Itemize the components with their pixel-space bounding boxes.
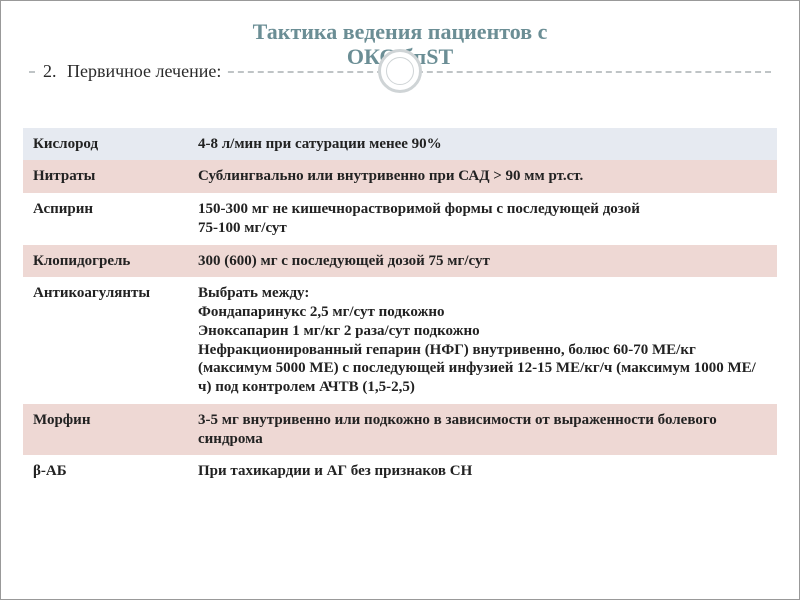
drug-dose-cell: Выбрать между:Фондапаринукс 2,5 мг/сут п…	[188, 277, 777, 404]
table-row: β-АБПри тахикардии и АГ без признаков СН	[23, 455, 777, 488]
section-subtitle: 2. Первичное лечение:	[39, 61, 225, 82]
subtitle-text: Первичное лечение:	[67, 61, 221, 81]
drug-dose-cell: 4-8 л/мин при сатурации менее 90%	[188, 128, 777, 161]
drug-name-cell: Антикоагулянты	[23, 277, 188, 404]
drug-dose-cell: 3-5 мг внутривенно или подкожно в зависи…	[188, 404, 777, 456]
table-row: Морфин3-5 мг внутривенно или подкожно в …	[23, 404, 777, 456]
drug-dose-cell: При тахикардии и АГ без признаков СН	[188, 455, 777, 488]
drug-dose-cell: 300 (600) мг с последующей дозой 75 мг/с…	[188, 245, 777, 278]
table-row: Клопидогрель300 (600) мг с последующей д…	[23, 245, 777, 278]
circle-ornament-icon	[378, 49, 422, 93]
drug-name-cell: Кислород	[23, 128, 188, 161]
drug-dose-cell: Сублингвально или внутривенно при САД > …	[188, 160, 777, 193]
drug-name-cell: β-АБ	[23, 455, 188, 488]
table-row: АнтикоагулянтыВыбрать между:Фондапаринук…	[23, 277, 777, 404]
drug-name-cell: Клопидогрель	[23, 245, 188, 278]
treatment-table: Кислород4-8 л/мин при сатурации менее 90…	[23, 128, 777, 489]
drug-name-cell: Аспирин	[23, 193, 188, 245]
drug-name-cell: Нитраты	[23, 160, 188, 193]
drug-dose-cell: 150-300 мг не кишечнорастворимой формы с…	[188, 193, 777, 245]
table-row: Кислород4-8 л/мин при сатурации менее 90…	[23, 128, 777, 161]
table-row: НитратыСублингвально или внутривенно при…	[23, 160, 777, 193]
treatment-table-body: Кислород4-8 л/мин при сатурации менее 90…	[23, 128, 777, 489]
table-row: Аспирин150-300 мг не кишечнорастворимой …	[23, 193, 777, 245]
subtitle-number: 2.	[43, 61, 57, 81]
drug-name-cell: Морфин	[23, 404, 188, 456]
title-line-1: Тактика ведения пациентов с	[253, 19, 548, 44]
slide: Тактика ведения пациентов с ОКС-бпST 2. …	[0, 0, 800, 600]
